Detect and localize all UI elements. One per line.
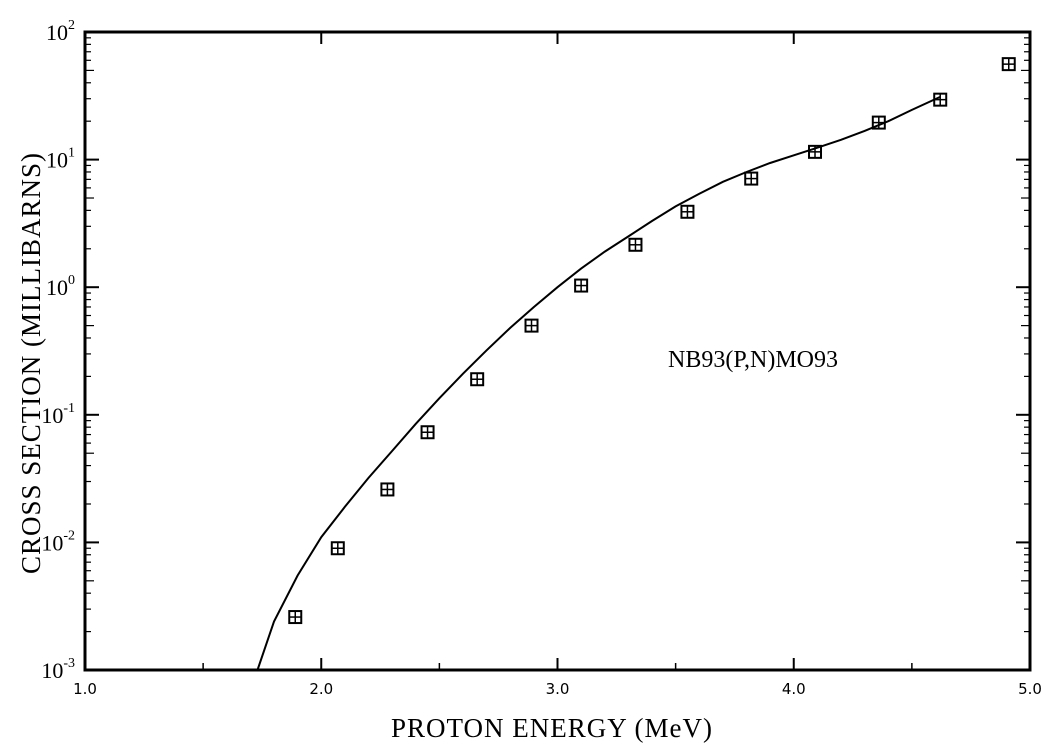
- data-point: [420, 425, 435, 440]
- x-tick-label: 3.0: [546, 680, 570, 698]
- x-tick-label: 4.0: [782, 680, 806, 698]
- y-axis-title: CROSS SECTION (MILLIBARNS): [16, 152, 46, 574]
- fit-curve: [256, 95, 941, 671]
- x-tick-label: 5.0: [1018, 680, 1042, 698]
- data-point: [628, 237, 643, 252]
- reaction-annotation: NB93(P,N)MO93: [668, 347, 838, 373]
- data-points-layer: [288, 57, 1016, 625]
- data-point: [330, 541, 345, 556]
- data-point: [574, 278, 589, 293]
- y-tick-label: 10-2: [41, 528, 75, 555]
- data-point: [470, 372, 485, 387]
- y-tick-label: 10-1: [41, 401, 75, 428]
- data-point: [680, 204, 695, 219]
- y-tick-label: 102: [46, 18, 75, 45]
- x-axis-title: PROTON ENERGY (MeV): [391, 713, 713, 743]
- data-point: [871, 115, 886, 130]
- y-tick-label: 100: [46, 273, 75, 300]
- x-tick-label: 2.0: [309, 680, 333, 698]
- y-tick-label: 10-3: [41, 656, 75, 683]
- x-axis: 1.0 2.0 3.0 4.0 5.0: [73, 32, 1042, 698]
- fit-curve-layer: [256, 95, 941, 671]
- plot-border: [83, 30, 1032, 672]
- data-point: [380, 482, 395, 497]
- plot-frame: [83, 30, 1032, 672]
- data-point: [808, 144, 823, 159]
- data-point: [1001, 57, 1016, 72]
- x-tick-label: 1.0: [73, 680, 97, 698]
- data-point: [933, 92, 948, 107]
- data-point: [524, 318, 539, 333]
- data-point: [744, 171, 759, 186]
- y-axis: 10-3 10-2 10-1 100 101 102: [41, 18, 1030, 683]
- y-tick-label: 101: [46, 146, 75, 173]
- data-point: [288, 610, 303, 625]
